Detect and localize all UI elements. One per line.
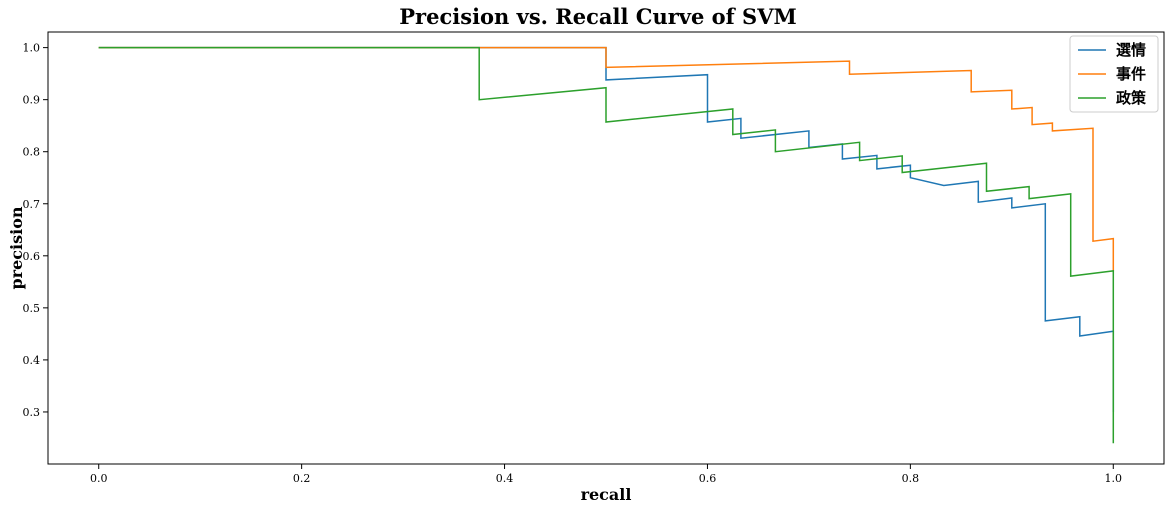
- y-tick-label: 0.7: [23, 198, 41, 211]
- legend-label: 政策: [1116, 89, 1147, 107]
- plot-area-frame: [47, 31, 1165, 465]
- y-tick-label: 0.9: [23, 94, 41, 107]
- series-line: [98, 46, 1115, 272]
- legend-frame: [1069, 35, 1159, 113]
- chart-title: Precision vs. Recall Curve of SVM: [399, 4, 796, 29]
- y-axis-label: precision: [7, 206, 26, 289]
- axis-ticks: 0.0 0.2 0.4 0.6 0.8 1.0 0.3 0.4 0.5 0.6 0.7 0.8 0.9 1…: [23, 42, 1123, 485]
- y-tick-label: 0.5: [23, 302, 41, 315]
- x-tick-label: 1.0: [1105, 472, 1123, 485]
- y-tick-label: 0.4: [23, 354, 41, 367]
- y-tick-label: 1.0: [23, 42, 41, 55]
- legend-label: 事件: [1116, 65, 1146, 83]
- x-tick-label: 0.8: [902, 472, 920, 485]
- y-tick-label: 0.6: [23, 250, 41, 263]
- y-tick-label: 0.3: [23, 406, 41, 419]
- x-tick-label: 0.2: [293, 472, 311, 485]
- y-tick-label: 0.8: [23, 146, 41, 159]
- x-tick-label: 0.6: [699, 472, 717, 485]
- x-tick-label: 0.0: [90, 472, 108, 485]
- series-line: [98, 46, 1115, 412]
- x-tick-label: 0.4: [496, 472, 514, 485]
- legend-label: 選情: [1116, 41, 1146, 59]
- series-lines: [98, 46, 1115, 444]
- series-line: [98, 46, 1115, 444]
- x-axis-label: recall: [581, 485, 632, 504]
